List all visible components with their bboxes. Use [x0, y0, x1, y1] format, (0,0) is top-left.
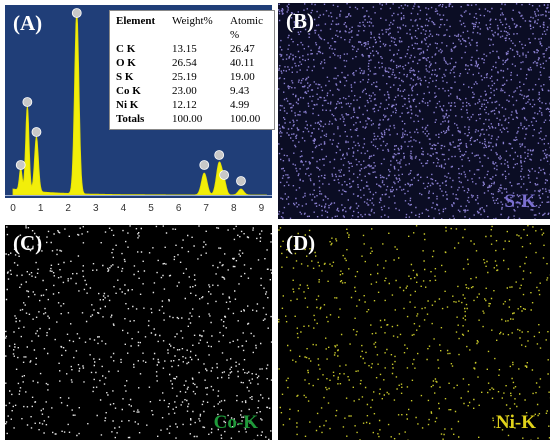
map-panel: (C) Co-K	[5, 225, 274, 441]
header-cell: Atomic %	[230, 15, 263, 41]
eds-table: Element Weight% Atomic % C K 13.15 26.47 O K 2…	[109, 10, 275, 130]
map-label: S-K	[504, 191, 536, 212]
table-cell: C K	[116, 43, 136, 55]
table-cell: Ni K	[116, 99, 139, 111]
peak-marker	[31, 127, 42, 137]
table-row: Totals 100.00 100.00	[113, 112, 273, 126]
x-tick-label: 4	[120, 203, 127, 214]
element-map	[278, 225, 552, 441]
spectrum-area	[12, 12, 267, 196]
x-tick-label: 8	[231, 203, 237, 214]
table-cell: 100.00	[230, 113, 261, 125]
header-cell: Element	[116, 15, 156, 27]
peak-marker	[22, 97, 33, 107]
panel-label: (B)	[286, 9, 314, 33]
table-cell: 26.47	[230, 43, 255, 55]
table: Element Weight% Atomic % C K 13.15 26.47 O K 2…	[113, 14, 273, 126]
table-row: S K 25.19 19.00	[113, 70, 273, 84]
table-cell: O K	[116, 57, 136, 69]
x-tick-label: 3	[93, 203, 99, 214]
table-row: Ni K 12.12 4.99	[113, 98, 273, 112]
element-map	[5, 225, 274, 441]
table-cell: S K	[116, 71, 134, 83]
panel-label: (C)	[13, 231, 43, 255]
map-label: Co-K	[213, 412, 258, 433]
table-cell: 26.54	[172, 57, 197, 69]
table-cell: 13.15	[172, 43, 197, 55]
panel-label: (D)	[286, 231, 316, 255]
spectrum	[5, 8, 272, 196]
table-cell: 12.12	[172, 99, 197, 111]
peak-marker	[219, 170, 230, 180]
table-cell: 40.11	[230, 57, 255, 69]
map-dots	[5, 225, 274, 441]
map-dots	[278, 3, 552, 221]
table-cell: 100.00	[172, 113, 203, 125]
x-tick-label: 9	[258, 203, 265, 214]
header-cell: Weight%	[172, 15, 213, 27]
table-cell: 4.99	[230, 99, 250, 111]
table-cell: Co K	[116, 85, 141, 97]
x-tick-label: 7	[203, 203, 209, 214]
table-row: C K 13.15 26.47	[113, 42, 273, 56]
map-dots	[278, 225, 552, 441]
table-cell: 9.43	[230, 85, 250, 97]
spectrum-panel: (A) Element Weight% Atomic % C K 13.15 26.47…	[5, 5, 275, 198]
x-tick-label: 0	[10, 203, 16, 214]
table-row: O K 26.54 40.11	[113, 56, 273, 70]
table-cell: Totals	[116, 113, 145, 125]
table-cell: 25.19	[172, 71, 197, 83]
map-panel: (B) S-K	[278, 3, 552, 221]
map-panel: (D) Ni-K	[278, 225, 552, 441]
map-label: Ni-K	[495, 412, 536, 433]
table-row: Co K 23.00 9.43	[113, 84, 273, 98]
peak-marker	[236, 176, 246, 186]
peak-marker	[71, 8, 82, 18]
x-tick-label: 6	[175, 203, 182, 214]
peak-marker	[199, 160, 210, 170]
table-cell: 23.00	[172, 85, 197, 97]
x-tick-label: 2	[65, 203, 71, 214]
element-map	[278, 3, 552, 221]
x-tick-label: 1	[37, 203, 44, 214]
peak-marker	[214, 150, 225, 160]
x-tick-label: 5	[148, 203, 154, 214]
table-cell: 19.00	[230, 71, 255, 83]
panel-label: (A)	[13, 11, 43, 35]
peak-marker	[15, 160, 26, 170]
